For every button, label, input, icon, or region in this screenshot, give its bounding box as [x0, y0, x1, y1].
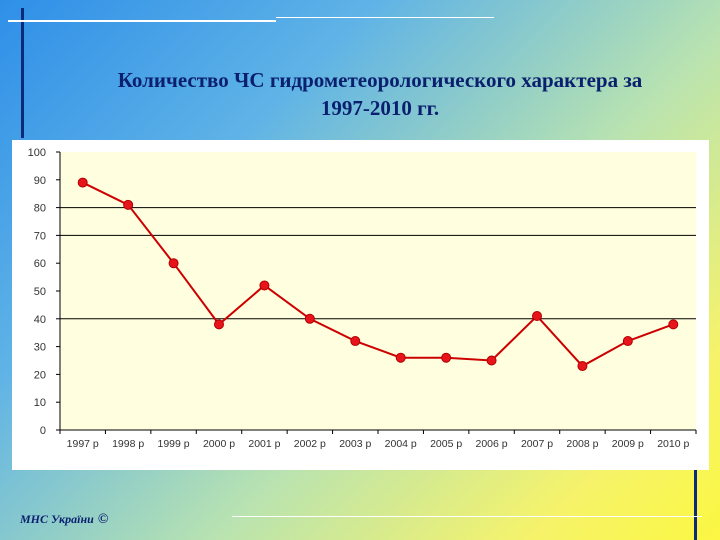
copyright-symbol: © [97, 512, 109, 527]
x-tick-label: 2010 р [657, 438, 689, 450]
data-point [304, 313, 315, 324]
decor-vertical-line-right [694, 470, 697, 540]
y-tick-label: 40 [34, 314, 46, 326]
y-tick-label: 20 [34, 369, 46, 381]
data-point [77, 177, 88, 188]
x-tick-label: 2009 р [612, 438, 644, 450]
decor-vertical-line-left [21, 8, 24, 138]
x-tick-label: 2003 р [339, 438, 371, 450]
decor-horizontal-line-top-thin [276, 17, 494, 18]
y-tick-label: 0 [40, 425, 46, 437]
chart-panel: 0 10 20 30 40 50 60 70 80 90 100 1997 р 1998 р 1999 р… [12, 140, 709, 470]
x-tick-label: 2000 р [203, 438, 235, 450]
x-tick-label: 1997 р [67, 438, 99, 450]
x-tick-label: 2006 р [476, 438, 508, 450]
x-tick-label: 1999 р [158, 438, 190, 450]
slide-title-line-2: 1997-2010 гг. [320, 96, 440, 120]
footer-credit: МНС України © [20, 512, 108, 528]
data-point [577, 361, 588, 372]
data-point [350, 336, 361, 347]
y-tick-label: 30 [34, 342, 46, 354]
data-point [441, 352, 452, 363]
x-tick-label: 2008 р [566, 438, 598, 450]
line-chart: 0 10 20 30 40 50 60 70 80 90 100 1997 р 1998 р 1999 р… [28, 147, 697, 450]
plot-area [60, 152, 696, 430]
y-tick-label: 90 [34, 175, 46, 187]
data-point [168, 258, 179, 269]
x-tick-label: 2005 р [430, 438, 462, 450]
x-tick-label: 1998 р [112, 438, 144, 450]
data-point [123, 199, 134, 210]
y-tick-label: 80 [34, 203, 46, 215]
x-tick-label: 2002 р [294, 438, 326, 450]
slide-title-line-1: Количество ЧС гидрометеорологического ха… [117, 68, 643, 92]
y-tick-label: 100 [28, 147, 46, 159]
y-tick-label: 10 [34, 397, 46, 409]
x-tick-label: 2007 р [521, 438, 553, 450]
data-point [395, 352, 406, 363]
decor-horizontal-line-top [8, 20, 276, 22]
x-tick-label: 2004 р [385, 438, 417, 450]
footer-organization: МНС України [20, 512, 94, 526]
decor-horizontal-line-bottom [232, 516, 702, 517]
x-tick-label: 2001 р [248, 438, 280, 450]
y-tick-label: 50 [34, 286, 46, 298]
y-tick-label: 70 [34, 230, 46, 242]
data-point [259, 280, 270, 291]
y-tick-label: 60 [34, 258, 46, 270]
data-point [214, 319, 224, 330]
data-point [668, 319, 679, 330]
slide-title: Количество ЧС гидрометеорологического ха… [60, 66, 700, 122]
series-line [82, 181, 674, 368]
data-point [532, 311, 542, 322]
data-point [486, 355, 497, 366]
data-point [622, 336, 633, 347]
